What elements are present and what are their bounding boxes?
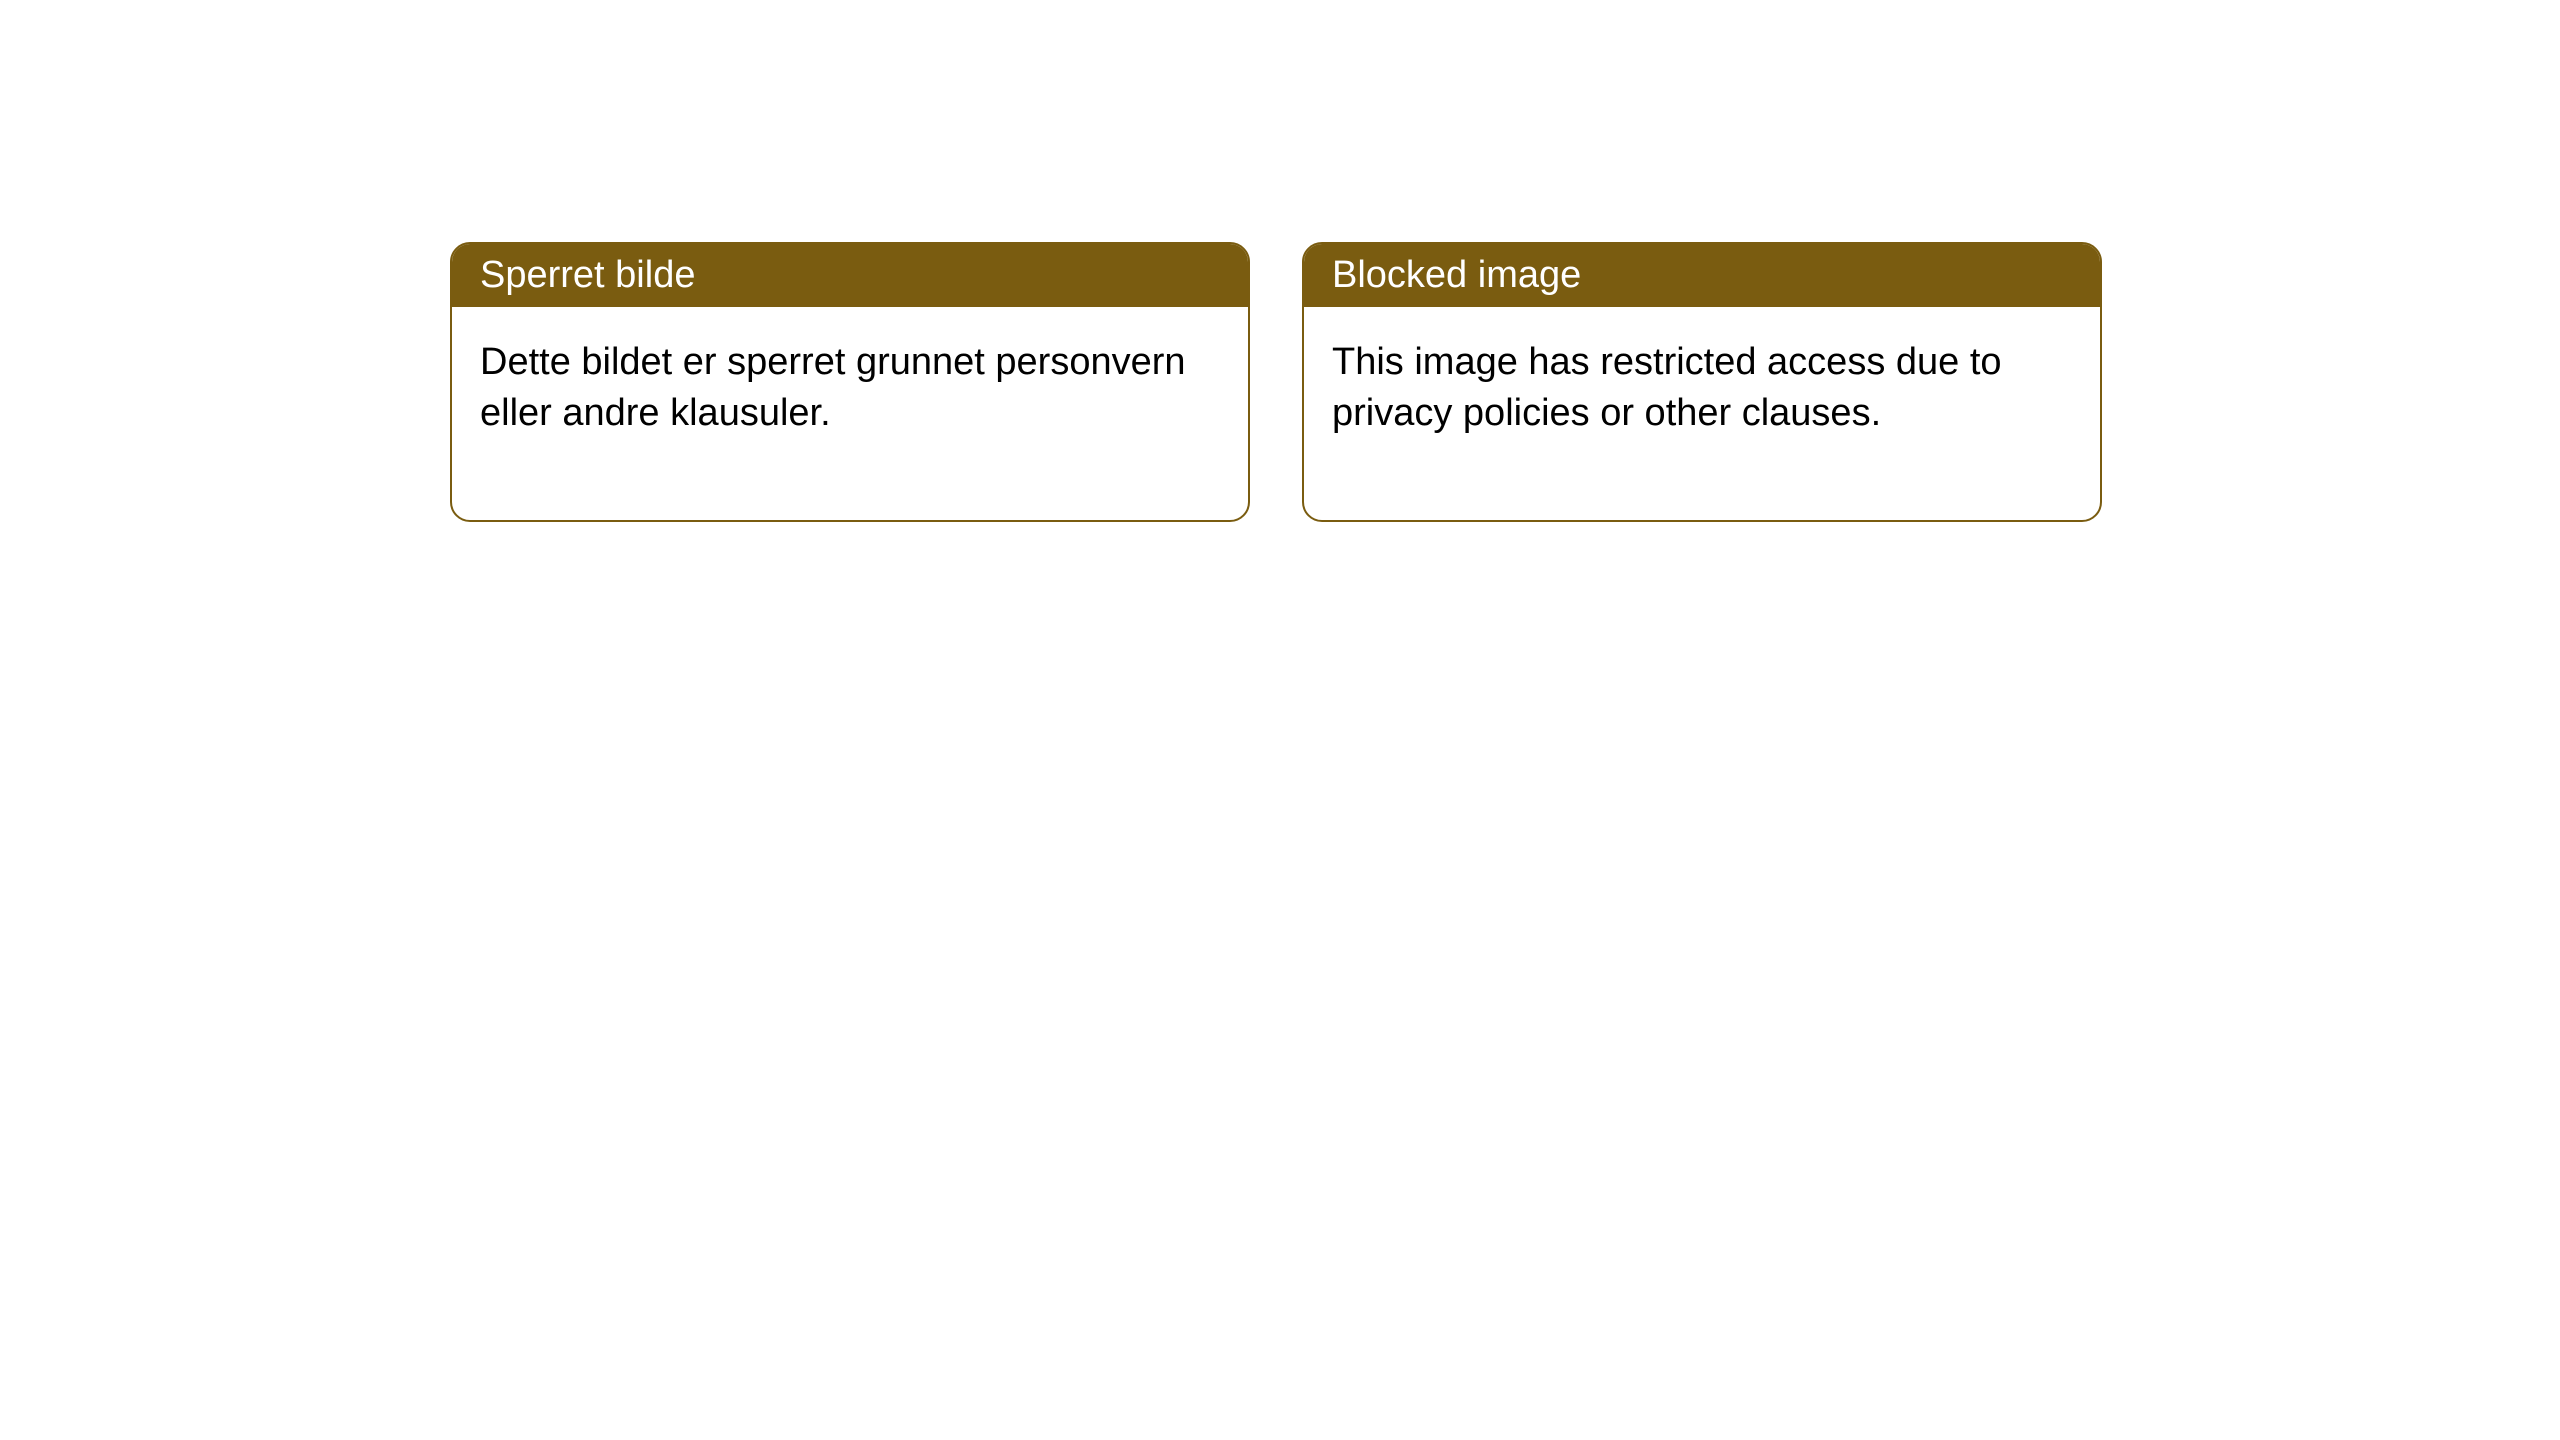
notice-card-norwegian: Sperret bilde Dette bildet er sperret gr… [450,242,1250,522]
notice-container: Sperret bilde Dette bildet er sperret gr… [450,242,2102,522]
notice-body: Dette bildet er sperret grunnet personve… [452,307,1248,520]
notice-title: Blocked image [1304,244,2100,307]
notice-title: Sperret bilde [452,244,1248,307]
notice-body: This image has restricted access due to … [1304,307,2100,520]
notice-card-english: Blocked image This image has restricted … [1302,242,2102,522]
